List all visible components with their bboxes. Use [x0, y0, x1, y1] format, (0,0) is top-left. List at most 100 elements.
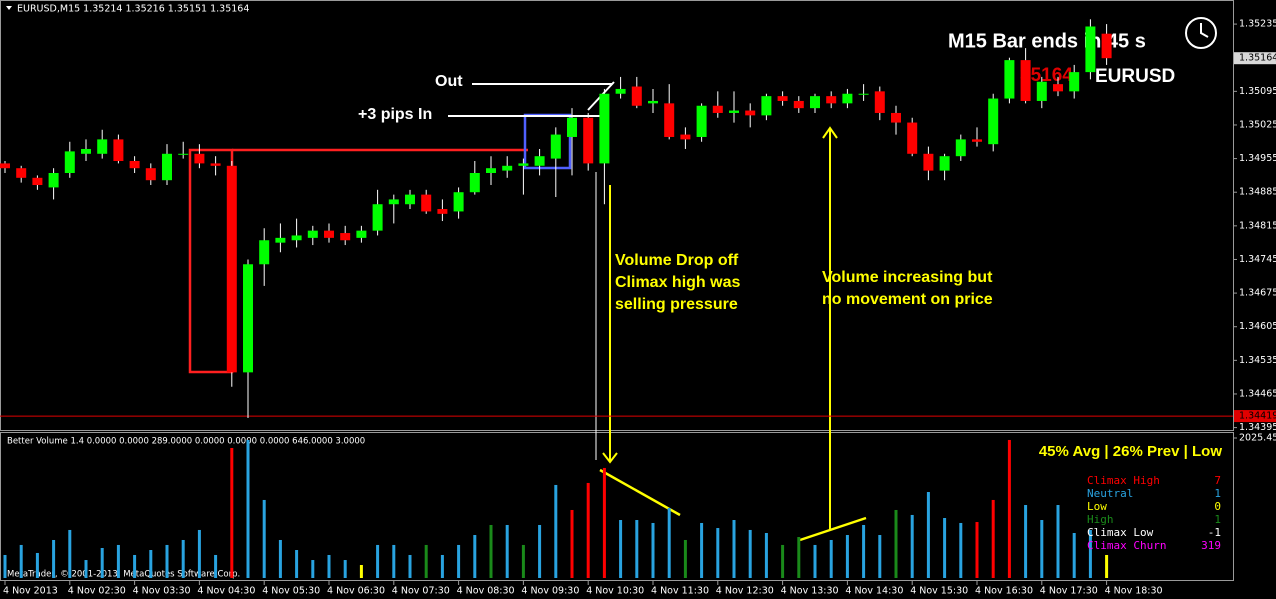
volume-bar [327, 554, 331, 578]
volume-bar [894, 509, 898, 578]
volume-bar [829, 539, 833, 578]
candle-body [178, 153, 189, 155]
candle-body [842, 93, 853, 104]
volume-bar [716, 528, 720, 578]
annotation: selling pressure [615, 296, 738, 313]
y-tick-label: 1.34955 [1239, 153, 1276, 164]
x-tick-label: 4 Nov 15:30 [910, 586, 968, 597]
candle-body [469, 173, 480, 193]
candle-body [486, 168, 496, 174]
volume-bar [35, 552, 39, 578]
volume-rise-line [799, 516, 867, 542]
candle-body [923, 153, 934, 171]
candle-body [291, 235, 302, 241]
level-label: 1.34419 [1239, 411, 1276, 422]
candle-body [858, 93, 869, 95]
candle-body [1101, 33, 1112, 59]
panel-title: Better Volume 1.4 0.0000 0.0000 289.0000… [7, 437, 365, 447]
y-tick-label: 1.34815 [1239, 220, 1276, 231]
candle-body [664, 103, 675, 137]
price-box [1234, 52, 1276, 65]
y-tick-label: 1.34395 [1239, 422, 1276, 433]
volume-bar [797, 537, 801, 578]
candle-body [372, 204, 383, 231]
frame [0, 0, 1234, 581]
volume-bar [133, 554, 137, 578]
candle-body [405, 194, 415, 205]
legend-name: High [1087, 513, 1114, 526]
big-price: 35164 [1020, 65, 1073, 86]
y-tick-label: 1.34605 [1239, 321, 1276, 332]
volume-bar [845, 535, 849, 578]
volume-bar [683, 539, 687, 578]
volume-bar [1024, 505, 1028, 578]
volume-bar [667, 507, 671, 578]
candle-body [129, 160, 140, 169]
menu-arrow[interactable] [6, 6, 12, 10]
y-tick-label: 1.34745 [1239, 254, 1276, 265]
candle-body [340, 233, 351, 241]
arrow-head [822, 126, 838, 139]
candle-body [907, 122, 918, 154]
price-panel-frame [0, 0, 1234, 431]
volume-bar [732, 520, 736, 578]
volume-bar [538, 524, 542, 578]
y-tick-label: 1.34535 [1239, 355, 1276, 366]
volume-bar [505, 524, 509, 578]
volume-bar [165, 544, 169, 578]
candle-body [745, 110, 756, 116]
volume-bar [748, 529, 752, 578]
volume-bar [1088, 529, 1092, 578]
x-tick-label: 4 Nov 03:30 [133, 586, 191, 597]
candle-body [518, 163, 529, 166]
volume-bar [100, 548, 104, 578]
volume-bar [84, 560, 88, 578]
volume-bar [343, 560, 347, 578]
candle-body [583, 117, 594, 164]
candle-body [696, 105, 707, 137]
x-tick-label: 4 Nov 12:30 [716, 586, 774, 597]
volume-bar [635, 520, 639, 578]
volume-bar [311, 560, 315, 578]
candle-body [210, 163, 221, 166]
candle-body [712, 105, 723, 113]
candle-body [761, 96, 772, 116]
candle-body [955, 139, 966, 157]
legend-value: 319 [1201, 539, 1221, 552]
volume-bar [926, 492, 930, 578]
volume-bar [489, 524, 493, 578]
blue-box [523, 113, 572, 170]
candle-body [421, 194, 432, 212]
legend-name: Climax Churn [1087, 539, 1166, 552]
candle-body [648, 100, 658, 104]
x-tick-label: 4 Nov 18:30 [1105, 586, 1163, 597]
candle-body [356, 230, 367, 238]
annotation: Volume increasing but [822, 269, 993, 286]
candle-body [988, 98, 999, 145]
y-tick-label: 1.34465 [1239, 388, 1276, 399]
candle-body [534, 156, 545, 166]
volume-bar [619, 520, 623, 578]
volume-panel-frame [0, 432, 1234, 581]
candle-body [1020, 60, 1031, 101]
x-tick-label: 4 Nov 06:30 [327, 586, 385, 597]
volume-bar [878, 535, 882, 578]
chart-header: EURUSD,M15 1.35214 1.35216 1.35151 1.351… [17, 4, 249, 15]
clock-hands [1200, 23, 1209, 38]
drawings: Out +3 pips In Volume Drop off Climax hi… [188, 17, 1217, 542]
candle-body [777, 96, 788, 101]
volume-bar [1040, 520, 1044, 578]
candle-body [874, 91, 885, 113]
volume-bar [1105, 554, 1109, 578]
arrow-head [602, 452, 618, 464]
legend-name: Low [1087, 500, 1107, 513]
volume-bar [959, 522, 963, 578]
volume-bar [424, 544, 428, 578]
volume-bar [440, 554, 444, 578]
candle-body [16, 168, 27, 178]
y-tick-label: 1.35095 [1239, 86, 1276, 97]
volume-bar [975, 522, 979, 578]
candle-body [972, 139, 982, 142]
x-tick-label: 4 Nov 2013 [3, 586, 58, 597]
